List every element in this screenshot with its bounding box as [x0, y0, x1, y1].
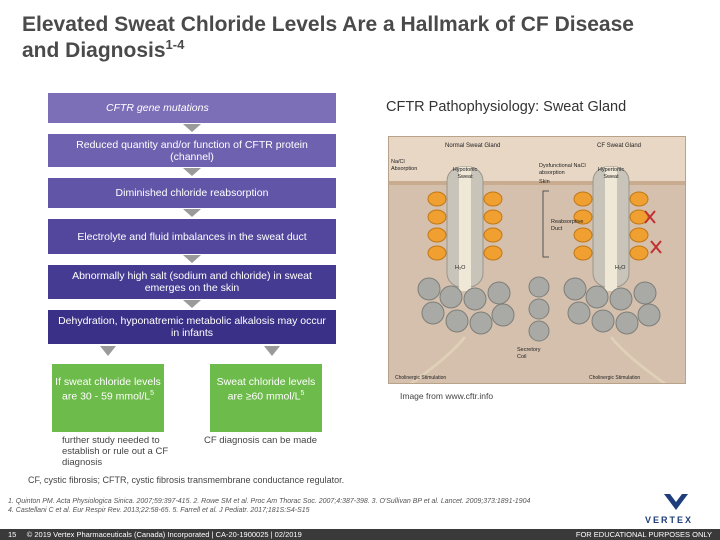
reference-line-2: 4. Castellani C et al. Eur Respir Rev. 2…: [8, 507, 310, 514]
flow-split-arrows: [100, 346, 280, 356]
flow-step-reduced-cftr: Reduced quantity and/or function of CFTR…: [48, 134, 336, 167]
label-cholinergic-left: Cholinergic Stimulation: [395, 375, 447, 381]
references: 1. Quinton PM. Acta Physiologica Sinica.…: [8, 497, 530, 515]
abbreviations: CF, cystic fibrosis; CFTR, cystic fibros…: [28, 475, 345, 485]
outcome-borderline: If sweat chloride levels are 30 - 59 mmo…: [52, 364, 164, 432]
outcome-borderline-ref: 5: [150, 390, 155, 397]
label-normal-gland: Normal Sweat Gland: [445, 143, 501, 149]
footer-left: 15 © 2019 Vertex Pharmaceuticals (Canada…: [8, 530, 302, 539]
copyright: © 2019 Vertex Pharmaceuticals (Canada) I…: [26, 530, 302, 539]
flow-step-label: Electrolyte and fluid imbalances in the …: [77, 230, 307, 243]
slide-title-superscript: 1-4: [165, 37, 185, 52]
sweat-gland-illustration: Normal Sweat Gland CF Sweat Gland Na/Cl …: [388, 136, 686, 384]
outcome-borderline-text: If sweat chloride levels are 30 - 59 mmo…: [55, 376, 161, 403]
flow-step-label: Diminished chloride reabsorption: [115, 187, 269, 199]
flow-arrow: [183, 255, 201, 263]
flow-step-cftr-mutations: CFTR gene mutations: [48, 93, 336, 123]
label-hypertonic-sweat: Hypertonic Sweat: [597, 167, 625, 180]
panel-title: CFTR Pathophysiology: Sweat Gland: [386, 99, 627, 115]
label-hypotonic-sweat: Hypotonic Sweat: [452, 167, 478, 180]
image-caption: Image from www.cftr.info: [400, 391, 494, 401]
label-h2o-left: H₂O: [455, 265, 466, 271]
label-reabsorptive-duct: Reabsorptive Duct: [551, 219, 584, 232]
label-cf-gland: CF Sweat Gland: [597, 143, 642, 149]
vertex-logo-text: VERTEX: [645, 515, 694, 525]
flow-arrow: [183, 124, 201, 132]
flow-arrow: [183, 209, 201, 217]
flow-arrow: [183, 300, 201, 308]
label-nacl-absorption: Na/Cl Absorption: [391, 159, 418, 172]
label-cholinergic-right: Cholinergic Stimulation: [589, 375, 641, 381]
outcome-diagnostic-ref: 5: [300, 390, 305, 397]
flow-step-label: Reduced quantity and/or function of CFTR…: [76, 138, 308, 163]
educational-notice: FOR EDUCATIONAL PURPOSES ONLY: [575, 530, 712, 539]
flow-step-label: Abnormally high salt (sodium and chlorid…: [72, 270, 312, 294]
reference-line-1: 1. Quinton PM. Acta Physiologica Sinica.…: [8, 498, 531, 505]
flow-step-electrolyte-imbalance: Electrolyte and fluid imbalances in the …: [48, 219, 336, 254]
label-secretory-coil: Secretory Coil: [517, 347, 541, 360]
label-h2o-right: H₂O: [615, 265, 626, 271]
outcome-diagnostic-text: Sweat chloride levels are ≥60 mmol/L: [216, 376, 316, 403]
slide-title-text: Elevated Sweat Chloride Levels Are a Hal…: [22, 13, 634, 62]
slide-title: Elevated Sweat Chloride Levels Are a Hal…: [22, 12, 662, 64]
outcome-borderline-note: further study needed to establish or rul…: [62, 435, 169, 468]
flow-step-chloride-reabsorption: Diminished chloride reabsorption: [48, 178, 336, 208]
label-skin: Skin: [539, 179, 550, 185]
outcome-diagnostic-note: CF diagnosis can be made: [204, 435, 318, 446]
flow-step-dehydration: Dehydration, hyponatremic metabolic alka…: [48, 310, 336, 344]
page-number: 15: [8, 530, 17, 539]
flow-step-label: Dehydration, hyponatremic metabolic alka…: [58, 315, 326, 339]
footer-bar: 15 © 2019 Vertex Pharmaceuticals (Canada…: [0, 529, 720, 540]
flow-arrow: [183, 168, 201, 176]
vertex-logo-icon: [664, 494, 688, 510]
flow-step-high-salt: Abnormally high salt (sodium and chlorid…: [48, 265, 336, 299]
outcome-diagnostic: Sweat chloride levels are ≥60 mmol/L5: [210, 364, 322, 432]
flow-step-label: CFTR gene mutations: [106, 102, 209, 114]
label-dysfunctional: Dysfunctional NaCl absorption: [539, 163, 586, 176]
sweat-gland-diagram: [389, 137, 685, 383]
